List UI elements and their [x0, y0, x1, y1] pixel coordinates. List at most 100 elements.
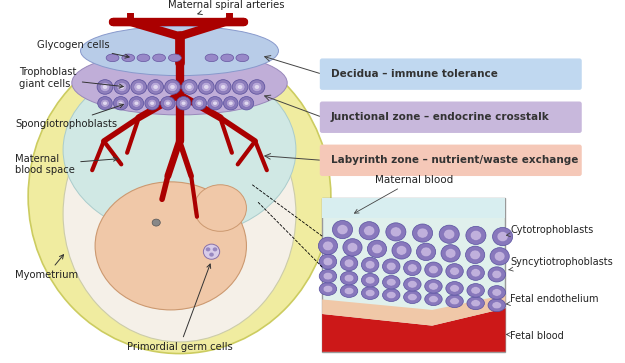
Ellipse shape [446, 264, 463, 279]
Ellipse shape [323, 272, 332, 280]
Text: Maternal blood: Maternal blood [354, 175, 453, 213]
Ellipse shape [134, 102, 139, 105]
Ellipse shape [226, 99, 235, 107]
Ellipse shape [117, 82, 127, 91]
Ellipse shape [450, 298, 459, 305]
Ellipse shape [184, 82, 194, 91]
Ellipse shape [386, 278, 396, 286]
Ellipse shape [359, 222, 379, 240]
Ellipse shape [416, 243, 436, 261]
Ellipse shape [471, 231, 481, 240]
Ellipse shape [429, 282, 438, 290]
Ellipse shape [323, 257, 332, 266]
Text: Glycogen cells: Glycogen cells [37, 40, 129, 58]
Ellipse shape [439, 225, 459, 243]
Ellipse shape [366, 290, 375, 297]
Ellipse shape [131, 79, 147, 94]
Ellipse shape [492, 302, 502, 309]
Ellipse shape [404, 291, 421, 303]
Ellipse shape [471, 300, 481, 307]
Ellipse shape [81, 26, 279, 76]
Ellipse shape [391, 227, 401, 237]
Ellipse shape [372, 244, 382, 254]
Ellipse shape [137, 54, 150, 62]
Ellipse shape [446, 282, 463, 295]
Ellipse shape [236, 54, 249, 62]
Ellipse shape [497, 232, 508, 241]
Ellipse shape [386, 262, 396, 270]
Ellipse shape [28, 39, 331, 354]
Ellipse shape [153, 85, 158, 89]
Ellipse shape [63, 62, 296, 237]
Ellipse shape [221, 85, 226, 89]
Ellipse shape [364, 226, 375, 236]
Ellipse shape [116, 99, 125, 107]
Ellipse shape [470, 250, 481, 260]
Ellipse shape [446, 249, 456, 258]
Ellipse shape [249, 79, 265, 94]
Ellipse shape [425, 262, 442, 277]
Ellipse shape [170, 85, 175, 89]
Ellipse shape [106, 54, 119, 62]
Polygon shape [322, 295, 506, 326]
Ellipse shape [148, 99, 156, 107]
Ellipse shape [488, 267, 506, 282]
Ellipse shape [136, 85, 141, 89]
Ellipse shape [344, 274, 354, 282]
Ellipse shape [488, 299, 506, 312]
Ellipse shape [366, 261, 375, 269]
Ellipse shape [221, 54, 234, 62]
Ellipse shape [132, 99, 141, 107]
Ellipse shape [361, 287, 379, 299]
Ellipse shape [179, 99, 188, 107]
Ellipse shape [492, 270, 502, 278]
Ellipse shape [446, 295, 463, 307]
Ellipse shape [341, 256, 357, 271]
Ellipse shape [215, 79, 231, 94]
Ellipse shape [176, 97, 191, 110]
FancyBboxPatch shape [320, 58, 582, 90]
Text: Decidua – immune tolerance: Decidua – immune tolerance [331, 69, 498, 79]
Ellipse shape [429, 295, 438, 303]
Ellipse shape [450, 285, 459, 292]
Ellipse shape [238, 85, 242, 89]
Ellipse shape [194, 185, 246, 231]
Ellipse shape [322, 241, 333, 251]
Ellipse shape [205, 54, 218, 62]
Text: Labyrinth zone – nutrient/waste exchange: Labyrinth zone – nutrient/waste exchange [331, 155, 578, 165]
Ellipse shape [113, 97, 128, 110]
Ellipse shape [148, 79, 164, 94]
Ellipse shape [392, 242, 411, 259]
Ellipse shape [198, 79, 214, 94]
Ellipse shape [348, 242, 358, 252]
Text: Primordial germ cells: Primordial germ cells [127, 264, 232, 352]
Ellipse shape [119, 102, 122, 105]
Ellipse shape [408, 281, 417, 288]
Ellipse shape [98, 97, 112, 110]
Ellipse shape [129, 97, 144, 110]
Ellipse shape [382, 276, 400, 289]
Ellipse shape [63, 86, 296, 342]
Text: Syncytiotrophoblasts: Syncytiotrophoblasts [509, 257, 613, 271]
FancyBboxPatch shape [320, 102, 582, 133]
Ellipse shape [408, 264, 417, 272]
Ellipse shape [396, 246, 407, 255]
Ellipse shape [421, 247, 431, 257]
Ellipse shape [361, 257, 379, 272]
Ellipse shape [492, 228, 512, 246]
Ellipse shape [366, 277, 375, 284]
Ellipse shape [471, 287, 481, 294]
Ellipse shape [386, 291, 396, 299]
Ellipse shape [441, 245, 460, 262]
Ellipse shape [232, 79, 248, 94]
Ellipse shape [187, 85, 192, 89]
Ellipse shape [213, 247, 218, 252]
Ellipse shape [122, 54, 134, 62]
Ellipse shape [319, 269, 337, 283]
Ellipse shape [429, 265, 438, 274]
Ellipse shape [252, 82, 262, 91]
Ellipse shape [412, 224, 432, 242]
Ellipse shape [192, 97, 207, 110]
Ellipse shape [97, 79, 113, 94]
Ellipse shape [319, 282, 337, 295]
